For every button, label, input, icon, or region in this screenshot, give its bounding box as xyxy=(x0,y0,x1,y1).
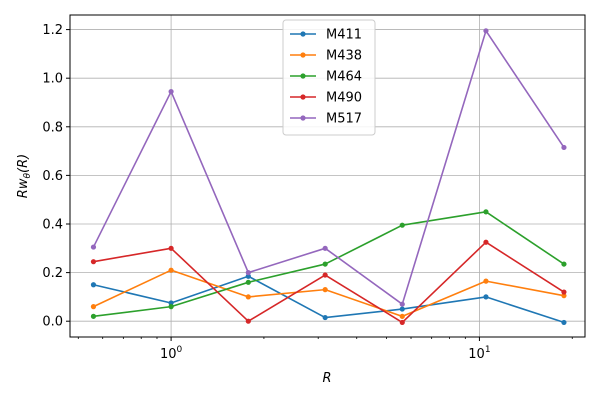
data-point xyxy=(90,313,97,319)
legend-item: M411 xyxy=(290,28,362,43)
y-tick-label: 1.2 xyxy=(42,23,63,38)
data-point xyxy=(322,314,328,321)
legend-item: M490 xyxy=(290,91,362,106)
data-point xyxy=(90,282,97,288)
y-tick-label: 0.8 xyxy=(42,120,63,135)
x-axis-label: R xyxy=(322,371,331,386)
legend-item: M517 xyxy=(290,112,362,127)
data-point xyxy=(168,304,174,310)
legend-item: M438 xyxy=(290,49,362,64)
y-tick-label: 0.0 xyxy=(42,315,63,330)
legend-marker xyxy=(300,73,306,79)
legend-label: M490 xyxy=(326,91,362,106)
data-point xyxy=(399,306,405,312)
x-tick-label: 101 xyxy=(468,345,490,362)
y-tick-label: 0.4 xyxy=(42,217,63,232)
series-group xyxy=(90,28,567,326)
data-point xyxy=(322,245,328,251)
legend-label: M438 xyxy=(326,49,362,64)
data-point xyxy=(399,319,405,326)
data-point xyxy=(483,294,489,300)
data-point xyxy=(483,239,489,245)
data-point xyxy=(245,273,251,279)
data-point xyxy=(483,209,489,215)
data-point xyxy=(90,244,97,250)
series-m490 xyxy=(90,239,567,326)
data-point xyxy=(399,222,405,228)
data-point xyxy=(483,278,489,284)
data-point xyxy=(561,144,567,151)
data-point xyxy=(561,289,567,295)
y-axis-label-main: Rw xyxy=(16,178,31,198)
data-point xyxy=(322,287,328,293)
data-point xyxy=(168,245,174,251)
data-point xyxy=(561,261,567,267)
legend-marker xyxy=(300,115,306,121)
data-point xyxy=(399,301,405,307)
legend-marker xyxy=(300,94,306,100)
legend-item: M464 xyxy=(290,70,362,85)
legend-marker xyxy=(300,52,306,58)
x-axis: 100 101 xyxy=(77,337,573,362)
data-point xyxy=(561,319,567,326)
data-point xyxy=(322,261,328,267)
y-axis-label: Rwθ(R) xyxy=(16,154,33,198)
y-tick-label: 0.2 xyxy=(42,266,63,281)
y-tick-label: 1.0 xyxy=(42,72,63,87)
series-m517 xyxy=(90,28,567,307)
legend-marker xyxy=(300,31,306,37)
legend: M411 M438 M464 M490 M517 xyxy=(282,19,376,136)
series-m464 xyxy=(90,209,567,319)
legend-label: M411 xyxy=(326,28,362,43)
x-tick-label: 100 xyxy=(160,345,183,362)
series-m411 xyxy=(90,273,567,326)
legend-label: M464 xyxy=(326,70,362,85)
y-axis-label-sub: θ xyxy=(23,173,33,179)
data-point xyxy=(168,267,174,273)
data-point xyxy=(483,28,489,34)
data-point xyxy=(90,304,97,310)
legend-label: M517 xyxy=(326,112,362,127)
data-point xyxy=(245,270,251,276)
data-point xyxy=(322,272,328,278)
data-point xyxy=(399,313,405,319)
plot-frame xyxy=(69,14,586,338)
data-point xyxy=(245,294,251,300)
y-axis: 0.0 0.2 0.4 0.6 0.8 1.0 1.2 xyxy=(42,23,70,330)
data-point xyxy=(168,88,174,95)
data-point xyxy=(245,318,251,324)
data-point xyxy=(168,300,174,306)
series-m438 xyxy=(90,267,567,319)
data-point xyxy=(245,279,251,285)
y-tick-label: 0.6 xyxy=(42,169,63,184)
legend-box xyxy=(282,19,376,136)
y-axis-label-tail: (R) xyxy=(16,154,31,173)
data-point xyxy=(561,293,567,299)
data-point xyxy=(90,259,97,265)
